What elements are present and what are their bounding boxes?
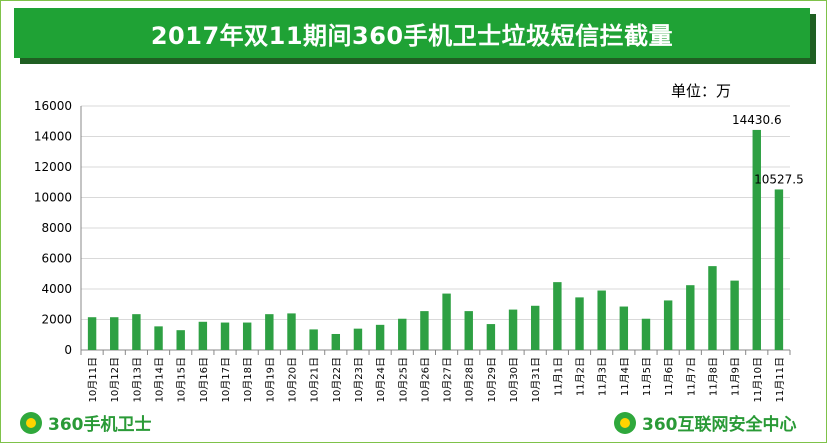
x-tick-label: 11月10日 bbox=[752, 357, 764, 402]
x-tick-label: 11月3日 bbox=[597, 357, 609, 396]
bar bbox=[442, 293, 451, 350]
x-tick-label: 10月19日 bbox=[264, 357, 276, 402]
x-tick-label: 10月13日 bbox=[131, 357, 143, 402]
x-tick-label: 10月22日 bbox=[331, 357, 343, 402]
bar bbox=[730, 280, 739, 350]
shield-logo-icon bbox=[20, 411, 42, 434]
bar bbox=[132, 314, 141, 350]
x-tick-label: 10月30日 bbox=[508, 357, 520, 402]
bar bbox=[708, 266, 717, 350]
x-tick-label: 10月12日 bbox=[109, 357, 121, 402]
x-tick-label: 10月23日 bbox=[353, 357, 365, 402]
x-tick-label: 10月26日 bbox=[419, 357, 431, 402]
bar bbox=[464, 311, 473, 350]
bar bbox=[353, 328, 363, 350]
bar bbox=[154, 326, 163, 350]
bar bbox=[530, 305, 540, 350]
bar bbox=[486, 324, 496, 350]
y-tick-label: 4000 bbox=[41, 282, 72, 296]
bar bbox=[220, 322, 230, 350]
bar bbox=[553, 282, 562, 350]
bar bbox=[663, 300, 673, 350]
bar bbox=[242, 322, 252, 350]
data-label: 14430.6 bbox=[732, 113, 782, 127]
x-tick-label: 11月4日 bbox=[619, 357, 631, 396]
y-tick-label: 12000 bbox=[34, 160, 72, 174]
x-tick-label: 11月6日 bbox=[663, 357, 675, 396]
x-tick-label: 10月20日 bbox=[286, 357, 298, 402]
y-tick-label: 16000 bbox=[34, 99, 72, 113]
bar bbox=[641, 318, 651, 350]
bar bbox=[774, 189, 784, 350]
logo-left-text: 360手机卫士 bbox=[48, 415, 152, 435]
bar bbox=[398, 318, 407, 350]
bar bbox=[375, 324, 385, 350]
x-tick-label: 11月11日 bbox=[774, 357, 786, 402]
y-tick-label: 2000 bbox=[41, 313, 72, 327]
x-tick-label: 11月9日 bbox=[730, 357, 742, 396]
x-tick-label: 11月5日 bbox=[641, 357, 653, 396]
bar bbox=[752, 129, 761, 350]
x-tick-label: 10月21日 bbox=[309, 357, 321, 402]
x-tick-label: 10月16日 bbox=[198, 357, 210, 402]
unit-label: 单位：万 bbox=[671, 82, 732, 100]
x-tick-label: 10月27日 bbox=[442, 357, 454, 402]
logo-right-text: 360互联网安全中心 bbox=[642, 415, 797, 435]
y-tick-label: 0 bbox=[64, 343, 72, 357]
x-tick-label: 10月24日 bbox=[375, 357, 387, 402]
x-tick-label: 10月17日 bbox=[220, 357, 232, 402]
bar bbox=[420, 311, 429, 350]
x-tick-label: 10月29日 bbox=[486, 357, 498, 402]
x-tick-label: 10月18日 bbox=[242, 357, 254, 402]
x-tick-label: 11月1日 bbox=[552, 357, 564, 396]
x-tick-label: 10月25日 bbox=[397, 357, 409, 402]
x-tick-label: 11月8日 bbox=[707, 357, 719, 396]
bar bbox=[597, 290, 606, 350]
x-tick-label: 10月15日 bbox=[176, 357, 188, 402]
logo-360-mobile-guard: 360手机卫士 bbox=[20, 410, 152, 435]
title-banner: 2017年双11期间360手机卫士垃圾短信拦截量 bbox=[14, 8, 810, 58]
chart-title: 2017年双11期间360手机卫士垃圾短信拦截量 bbox=[150, 21, 674, 50]
y-tick-label: 6000 bbox=[41, 252, 72, 266]
bar bbox=[309, 329, 318, 350]
data-label: 10527.5 bbox=[754, 172, 804, 186]
y-tick-label: 10000 bbox=[34, 191, 72, 205]
bar bbox=[619, 306, 629, 350]
y-tick-label: 14000 bbox=[34, 130, 72, 144]
logo-360-security-center: 360互联网安全中心 bbox=[614, 410, 797, 435]
bar bbox=[87, 317, 97, 350]
x-tick-label: 10月31日 bbox=[530, 357, 542, 402]
x-tick-label: 10月11日 bbox=[87, 357, 99, 402]
x-tick-label: 10月14日 bbox=[154, 357, 166, 402]
bar bbox=[176, 330, 185, 350]
bar bbox=[575, 297, 584, 350]
bar bbox=[265, 314, 274, 350]
bar bbox=[110, 317, 119, 350]
x-tick-label: 11月2日 bbox=[575, 357, 587, 396]
x-tick-label: 11月7日 bbox=[685, 357, 697, 396]
x-tick-label: 10月28日 bbox=[464, 357, 476, 402]
bar bbox=[508, 309, 518, 350]
bar bbox=[331, 333, 341, 350]
shield-logo-icon bbox=[614, 411, 636, 434]
y-tick-label: 8000 bbox=[41, 221, 72, 235]
bar bbox=[198, 321, 208, 350]
bar bbox=[686, 285, 695, 350]
bar bbox=[287, 313, 296, 350]
